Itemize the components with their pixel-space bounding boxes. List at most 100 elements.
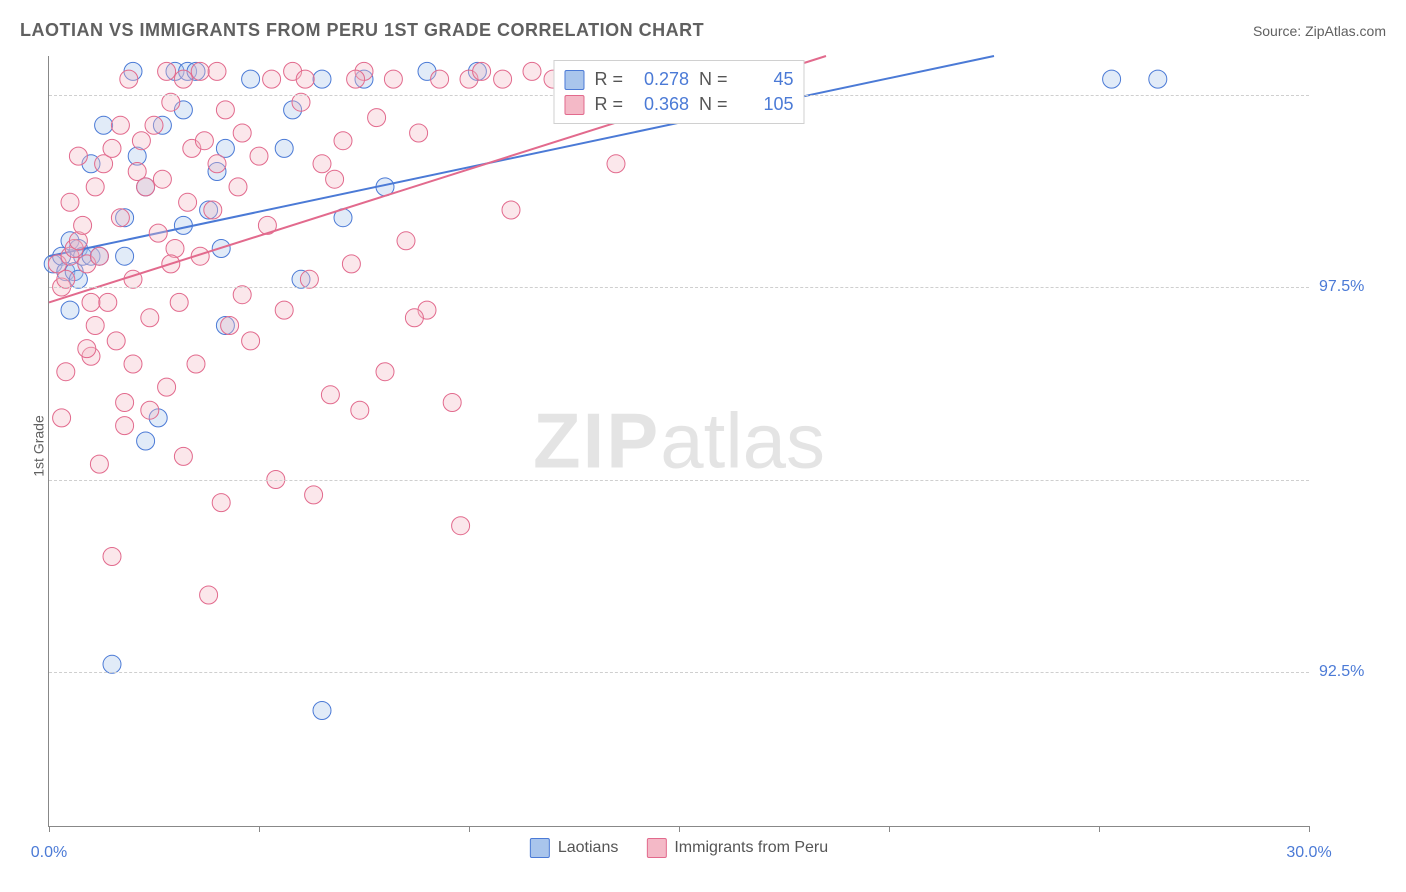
data-point: [208, 62, 226, 80]
data-point: [53, 409, 71, 427]
data-point: [179, 193, 197, 211]
data-point: [187, 355, 205, 373]
r-label: R =: [594, 69, 623, 90]
r-label: R =: [594, 94, 623, 115]
data-point: [111, 116, 129, 134]
data-point: [242, 70, 260, 88]
data-point: [494, 70, 512, 88]
data-point: [405, 309, 423, 327]
data-point: [137, 432, 155, 450]
data-point: [212, 494, 230, 512]
n-label: N =: [699, 69, 728, 90]
gridline: [49, 480, 1309, 481]
chart-canvas: [49, 56, 1309, 826]
data-point: [141, 401, 159, 419]
data-point: [313, 155, 331, 173]
data-point: [204, 201, 222, 219]
data-point: [275, 139, 293, 157]
data-point: [149, 224, 167, 242]
data-point: [452, 517, 470, 535]
x-tick-label: 30.0%: [1286, 844, 1331, 862]
stats-row-laotians: R = 0.278 N = 45: [564, 67, 793, 92]
data-point: [1103, 70, 1121, 88]
data-point: [292, 93, 310, 111]
data-point: [216, 101, 234, 119]
data-point: [250, 147, 268, 165]
x-tick: [889, 826, 890, 832]
data-point: [103, 139, 121, 157]
y-tick-label: 97.5%: [1319, 278, 1399, 296]
data-point: [313, 702, 331, 720]
data-point: [141, 309, 159, 327]
source-link[interactable]: ZipAtlas.com: [1305, 23, 1386, 39]
data-point: [111, 209, 129, 227]
x-tick: [1309, 826, 1310, 832]
data-point: [221, 317, 239, 335]
data-point: [1149, 70, 1167, 88]
data-point: [90, 455, 108, 473]
stats-legend-box: R = 0.278 N = 45 R = 0.368 N = 105: [553, 60, 804, 124]
data-point: [78, 340, 96, 358]
x-tick: [49, 826, 50, 832]
x-tick: [1099, 826, 1100, 832]
legend: Laotians Immigrants from Peru: [530, 838, 828, 858]
data-point: [443, 394, 461, 412]
data-point: [233, 286, 251, 304]
data-point: [431, 70, 449, 88]
data-point: [208, 155, 226, 173]
source-attribution: Source: ZipAtlas.com: [1253, 23, 1386, 39]
data-point: [263, 70, 281, 88]
data-point: [305, 486, 323, 504]
x-tick: [679, 826, 680, 832]
data-point: [116, 247, 134, 265]
swatch-peru: [564, 95, 584, 115]
n-label: N =: [699, 94, 728, 115]
data-point: [137, 178, 155, 196]
data-point: [107, 332, 125, 350]
data-point: [368, 109, 386, 127]
y-axis-label: 1st Grade: [31, 415, 47, 476]
legend-label-laotians: Laotians: [558, 839, 619, 857]
data-point: [153, 170, 171, 188]
data-point: [351, 401, 369, 419]
data-point: [158, 378, 176, 396]
data-point: [607, 155, 625, 173]
data-point: [86, 317, 104, 335]
data-point: [523, 62, 541, 80]
data-point: [200, 586, 218, 604]
data-point: [170, 293, 188, 311]
data-point: [313, 70, 331, 88]
source-label: Source:: [1253, 23, 1301, 39]
data-point: [502, 201, 520, 219]
data-point: [191, 62, 209, 80]
data-point: [74, 216, 92, 234]
gridline: [49, 287, 1309, 288]
data-point: [124, 355, 142, 373]
data-point: [57, 270, 75, 288]
legend-item-laotians: Laotians: [530, 838, 619, 858]
data-point: [158, 62, 176, 80]
data-point: [233, 124, 251, 142]
x-tick: [469, 826, 470, 832]
legend-item-peru: Immigrants from Peru: [646, 838, 828, 858]
data-point: [86, 178, 104, 196]
data-point: [300, 270, 318, 288]
data-point: [61, 193, 79, 211]
data-point: [275, 301, 293, 319]
r-value-peru: 0.368: [633, 94, 689, 115]
data-point: [103, 548, 121, 566]
data-point: [342, 255, 360, 273]
data-point: [61, 301, 79, 319]
data-point: [321, 386, 339, 404]
data-point: [120, 70, 138, 88]
n-value-peru: 105: [738, 94, 794, 115]
data-point: [347, 70, 365, 88]
chart-title: LAOTIAN VS IMMIGRANTS FROM PERU 1ST GRAD…: [20, 20, 704, 41]
data-point: [195, 132, 213, 150]
data-point: [90, 247, 108, 265]
data-point: [162, 93, 180, 111]
data-point: [410, 124, 428, 142]
data-point: [174, 447, 192, 465]
data-point: [116, 394, 134, 412]
scatter-plot: ZIPatlas 92.5%97.5% 0.0%30.0% R = 0.278 …: [48, 56, 1309, 827]
